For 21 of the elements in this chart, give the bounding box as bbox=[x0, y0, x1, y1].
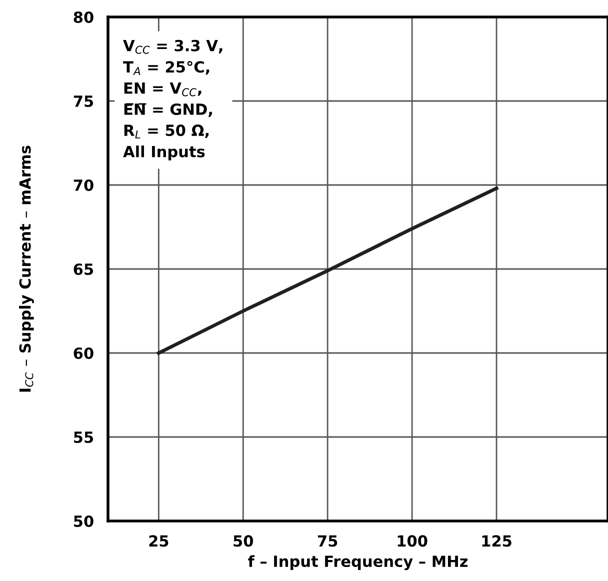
y-tick-label: 70 bbox=[74, 179, 94, 192]
annotation: R$_{L}$ = 50 Ω, bbox=[124, 124, 209, 138]
annotation: T$_{A}$ = 25°C, bbox=[123, 61, 210, 75]
y-tick-label: 65 bbox=[74, 263, 94, 276]
y-tick-label: 55 bbox=[74, 432, 94, 444]
x-tick-label: 75 bbox=[318, 535, 338, 547]
x-tick-label: 125 bbox=[482, 535, 512, 547]
y-tick-label: 75 bbox=[74, 96, 94, 108]
line-series bbox=[156, 186, 498, 355]
annotation: V$_{CC}$ = 3.3 V, bbox=[123, 40, 222, 54]
y-axis-title: I$_{CC}$ – Supply Current – mArms bbox=[18, 146, 34, 392]
x-tick-label: 100 bbox=[398, 535, 428, 547]
annotation: All Inputs bbox=[123, 146, 205, 160]
y-tick-label: 80 bbox=[74, 11, 94, 24]
y-tick-label: 50 bbox=[74, 515, 94, 528]
x-tick-label: 50 bbox=[234, 535, 254, 547]
annotation: EN = V$_{CC}$, bbox=[124, 82, 202, 96]
annotation: E̅N̅ = GND, bbox=[124, 103, 212, 117]
x-tick-label: 25 bbox=[149, 535, 168, 547]
x-axis-title: f – Input Frequency – MHz bbox=[248, 555, 468, 570]
y-tick-label: 60 bbox=[74, 347, 94, 360]
